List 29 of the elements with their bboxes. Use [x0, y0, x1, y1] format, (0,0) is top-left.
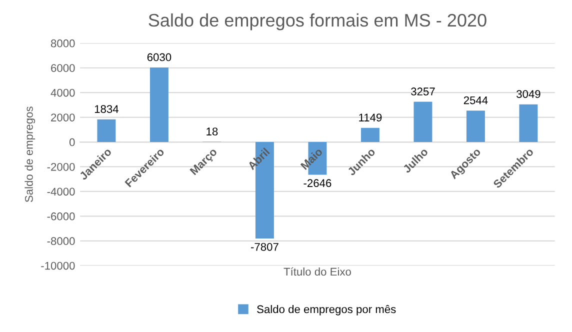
bar [519, 104, 538, 142]
bar [414, 102, 432, 142]
y-tick-label: 8000 [50, 39, 75, 48]
data-label: 2544 [464, 96, 488, 104]
y-tick-label: -6000 [47, 212, 75, 220]
data-label: -2646 [304, 179, 332, 188]
y-tick-label: 6000 [51, 64, 75, 72]
data-label: 1149 [359, 114, 382, 122]
legend-label: Saldo de empregos por mês [257, 304, 396, 316]
y-tick-label: 0 [69, 138, 75, 146]
y-tick-label: -8000 [47, 237, 75, 246]
data-label: 3049 [516, 90, 540, 98]
y-tick-label: -10000 [41, 262, 75, 270]
bar [466, 110, 485, 142]
data-label: 18 [206, 128, 218, 136]
bar [150, 68, 168, 142]
data-label: -7807 [250, 242, 278, 251]
y-tick-label: -2000 [47, 163, 75, 171]
data-label: 1834 [94, 105, 118, 113]
bar [97, 119, 116, 142]
y-tick-label: 4000 [50, 88, 75, 97]
x-axis-title: Título do Eixo [284, 267, 351, 276]
y-axis-title: Saldo de empregos [24, 106, 36, 202]
chart-title: Saldo de empregos formais em MS - 2020 [148, 13, 486, 30]
data-label: 6030 [147, 53, 172, 62]
data-label: 3257 [411, 88, 435, 96]
y-tick-label: -4000 [47, 188, 75, 196]
y-tick-label: 2000 [51, 114, 75, 122]
bar [360, 128, 380, 142]
